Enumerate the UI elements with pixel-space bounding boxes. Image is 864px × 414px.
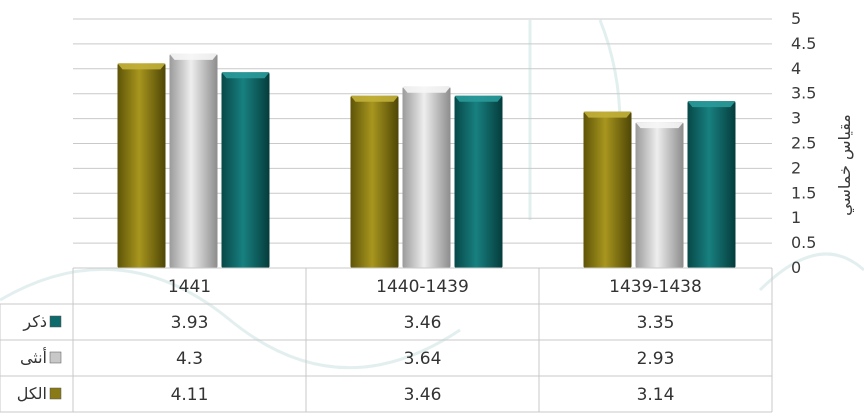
data-label: 3.46: [404, 313, 442, 333]
data-label: 2.93: [637, 349, 675, 369]
data-label: 3.46: [404, 385, 442, 405]
bar: [221, 72, 270, 268]
legend-label: ذكر: [22, 312, 47, 332]
bar: [583, 111, 632, 269]
y-tick-label: 2.5: [791, 134, 816, 153]
bar-group: [117, 53, 736, 269]
data-label: 3.64: [404, 349, 442, 369]
bar-bevel: [583, 111, 632, 118]
bar: [635, 122, 684, 268]
bar-bevel: [221, 72, 270, 79]
y-tick-label: 5: [791, 9, 801, 28]
data-label: 3.14: [637, 385, 675, 405]
bar-bevel: [117, 63, 166, 70]
bar-bevel: [454, 95, 503, 102]
bar-bevel: [635, 122, 684, 129]
bar-bevel: [169, 53, 218, 60]
y-tick-label: 0: [791, 258, 801, 277]
bar-bevel: [402, 86, 451, 93]
y-tick-label: 4: [791, 59, 801, 78]
y-tick-label: 3: [791, 109, 801, 128]
bar-body: [402, 86, 451, 268]
y-tick-label: 1.5: [791, 183, 816, 202]
legend-label: الكل: [17, 384, 47, 403]
bar: [687, 101, 736, 268]
bar: [402, 86, 451, 268]
y-tick-label: 4.5: [791, 34, 816, 53]
data-label: 3.35: [637, 313, 675, 333]
y-tick-label: 3.5: [791, 84, 816, 103]
legend-swatch: [49, 351, 62, 364]
x-tick-label: 1441: [168, 277, 211, 297]
data-label: 4.3: [176, 349, 203, 369]
legend-label: أنثى: [20, 347, 47, 367]
y-axis-ticks: 0 0.5 1 1.5 2 2.5 3 3.5 4 4.5 5: [791, 9, 816, 277]
bar-body: [350, 95, 399, 268]
y-axis-title: مقياس خماسي: [835, 114, 855, 216]
data-table: 1441 1440-1439 1439-1438 ذكر 3.93 3.46 3.35 أنث…: [0, 267, 773, 413]
bar-bevel: [350, 95, 399, 102]
x-tick-label: 1439-1438: [609, 277, 702, 297]
y-tick-label: 1: [791, 208, 801, 227]
data-label: 3.93: [171, 313, 209, 333]
data-label: 4.11: [171, 385, 209, 405]
bar-body: [117, 63, 166, 269]
x-tick-label: 1440-1439: [376, 277, 469, 297]
bar-body: [454, 95, 503, 268]
legend-swatch: [49, 387, 62, 400]
bar-body: [583, 111, 632, 269]
bar: [350, 95, 399, 268]
bar: [454, 95, 503, 268]
y-tick-label: 0.5: [791, 233, 816, 252]
legend-swatch: [49, 315, 62, 328]
bar: [169, 53, 218, 268]
bar-body: [687, 101, 736, 268]
bar-body: [169, 53, 218, 268]
bar-body: [221, 72, 270, 268]
bar-body: [635, 122, 684, 268]
bar-bevel: [687, 101, 736, 108]
y-tick-label: 2: [791, 158, 801, 177]
bar: [117, 63, 166, 269]
